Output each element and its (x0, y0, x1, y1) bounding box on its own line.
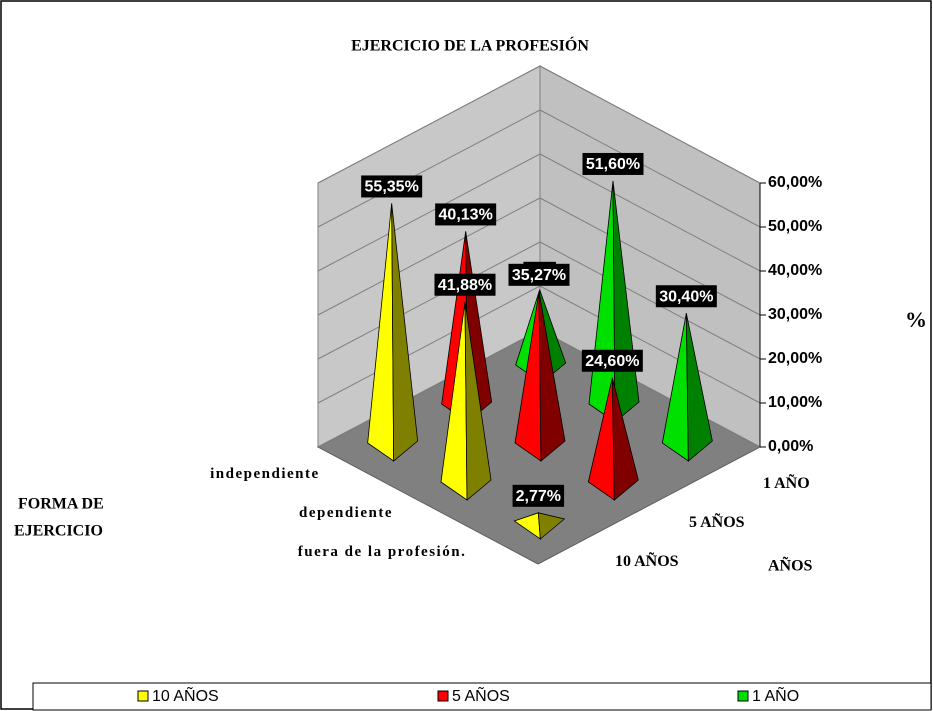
category-axis-title: FORMA DE (18, 496, 104, 513)
series-axis-title: AÑOS (768, 556, 813, 575)
category-axis-title: EJERCICIO (14, 523, 103, 540)
value-label-box (582, 152, 644, 175)
value-label: 35,27% (512, 267, 566, 284)
value-label: 40,13% (439, 207, 493, 224)
legend-swatch (137, 690, 149, 702)
y-tick-label: 30,00% (768, 306, 822, 323)
grid-line (317, 65, 761, 184)
category-label: fuera de la profesión. (298, 544, 467, 560)
pyramid-face-right (537, 512, 566, 540)
legend-label: 5 AÑOS (452, 685, 510, 705)
value-label-box (435, 203, 497, 226)
pyramid-face-right (391, 203, 419, 462)
value-label-box (361, 175, 423, 198)
chart-title: EJERCICIO DE LA PROFESIÓN (351, 36, 589, 55)
value-label-box (508, 263, 570, 286)
y-tick-label: 60,00% (768, 174, 822, 191)
y-axis-title: % (905, 307, 927, 332)
y-tick-label: 50,00% (768, 218, 822, 235)
y-tick-label: 40,00% (768, 262, 822, 279)
value-label: 55,35% (365, 179, 419, 196)
y-tick-label: 20,00% (768, 350, 822, 367)
value-label: 30,40% (659, 288, 713, 305)
value-label: 41,88% (438, 277, 492, 294)
pyramid (514, 291, 566, 462)
pyramid-face-right (685, 313, 713, 462)
legend-swatch (737, 690, 749, 702)
pyramid (661, 313, 713, 462)
value-label-box (655, 285, 717, 308)
series-axis-label: 10 AÑOS (615, 551, 679, 570)
value-label: 51,60% (586, 156, 640, 173)
pyramid-face-right (464, 301, 492, 501)
category-label: dependiente (299, 505, 393, 521)
pyramid (440, 301, 492, 501)
series-axis-label: 5 AÑOS (689, 512, 745, 531)
value-label: 24,60% (585, 353, 639, 370)
value-label-box (434, 273, 496, 296)
legend-label: 1 AÑO (752, 685, 799, 705)
y-tick-label: 0,00% (768, 438, 813, 455)
pyramid-face-right (538, 291, 566, 462)
legend-label: 10 AÑOS (152, 685, 219, 705)
legend-box (32, 682, 932, 711)
value-label-box (581, 349, 643, 372)
legend-swatch (437, 690, 449, 702)
series-axis-label: 1 AÑO (763, 473, 810, 492)
category-label: independiente (210, 466, 320, 482)
pyramid-face-right (611, 377, 639, 501)
pyramid (513, 512, 566, 540)
y-tick-label: 10,00% (768, 394, 822, 411)
pyramid (367, 203, 419, 462)
value-label: 2,77% (516, 488, 561, 505)
pyramid (587, 377, 639, 501)
value-label-box (512, 484, 565, 507)
